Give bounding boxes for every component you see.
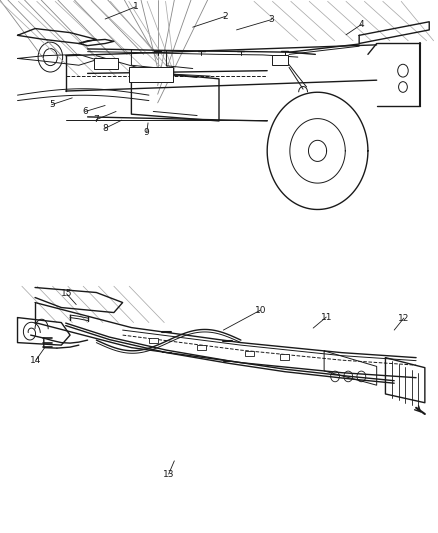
Text: 6: 6 (82, 107, 88, 116)
FancyBboxPatch shape (197, 344, 206, 350)
FancyBboxPatch shape (129, 67, 173, 82)
Text: 8: 8 (102, 124, 108, 133)
FancyBboxPatch shape (272, 55, 288, 64)
Text: 7: 7 (93, 115, 99, 124)
Text: 1: 1 (133, 2, 139, 11)
Text: 15: 15 (61, 289, 72, 298)
Text: 5: 5 (49, 100, 55, 109)
Text: 11: 11 (321, 312, 332, 321)
FancyBboxPatch shape (149, 338, 158, 343)
Text: 2: 2 (223, 12, 228, 21)
FancyBboxPatch shape (245, 351, 254, 356)
Text: 3: 3 (268, 15, 275, 24)
Text: 9: 9 (144, 128, 150, 137)
Text: 14: 14 (30, 356, 42, 365)
Text: 12: 12 (398, 313, 410, 322)
Text: 13: 13 (163, 470, 174, 479)
FancyBboxPatch shape (94, 58, 118, 69)
FancyBboxPatch shape (280, 354, 289, 360)
Text: 4: 4 (359, 20, 364, 29)
Text: 10: 10 (255, 305, 266, 314)
